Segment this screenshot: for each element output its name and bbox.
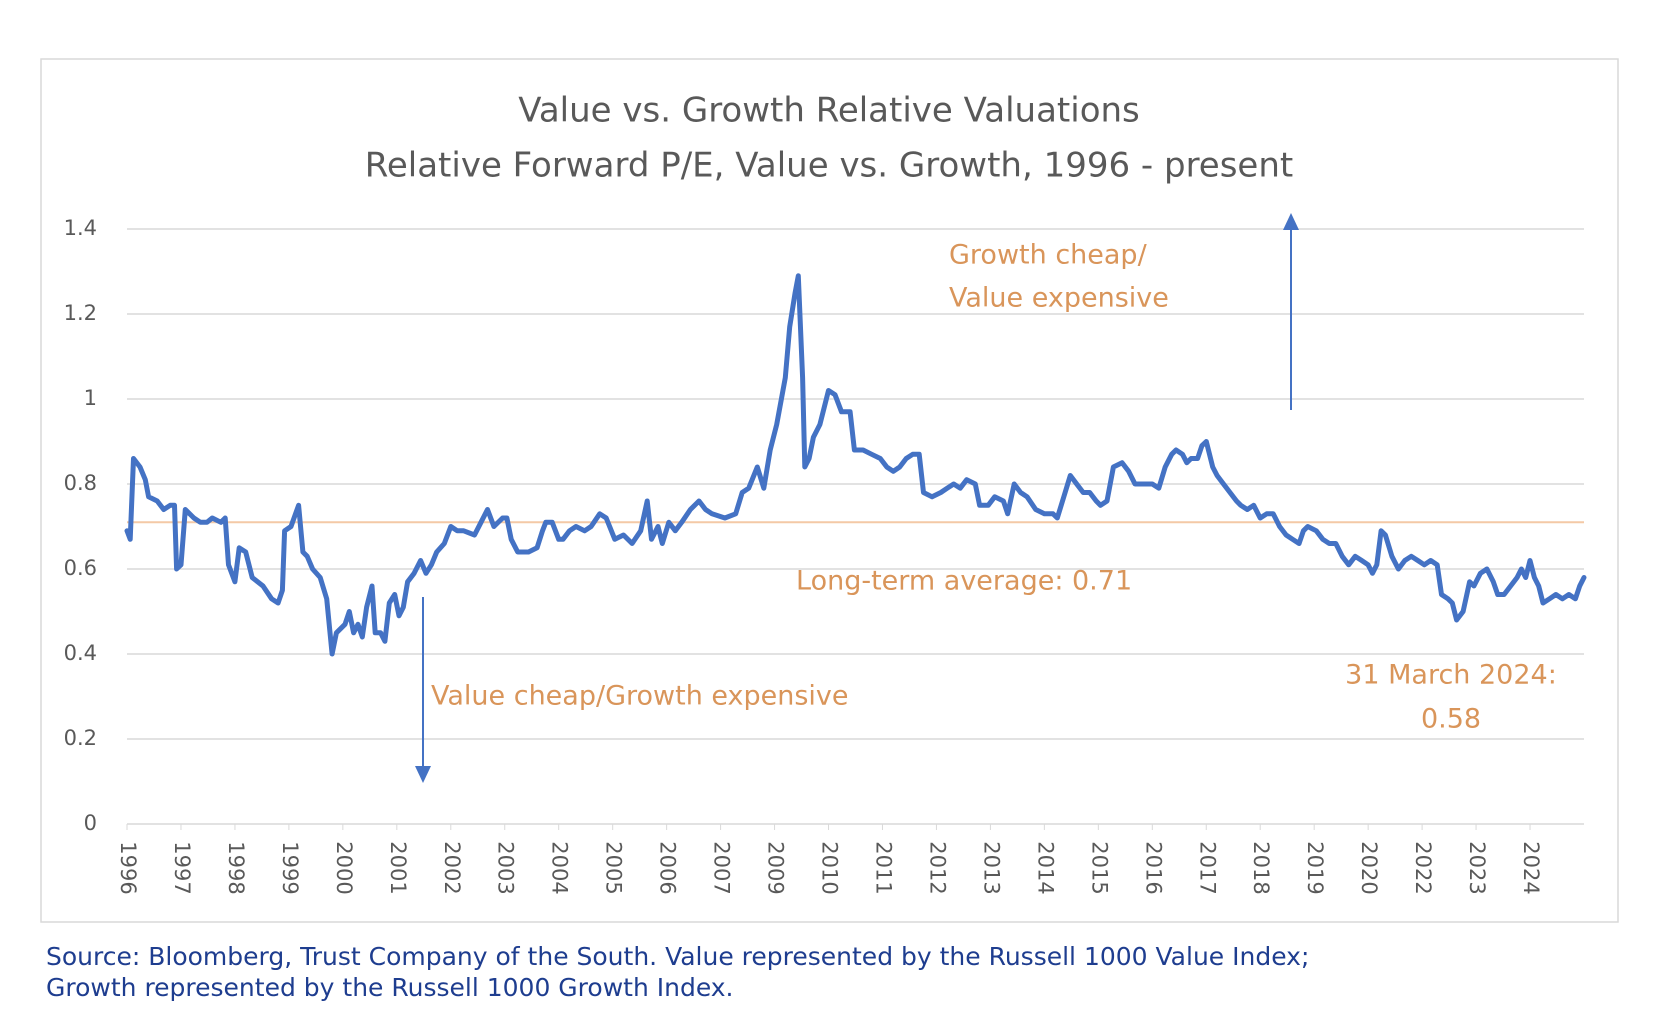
x-tick-label: 2017 — [1195, 841, 1219, 894]
annotation: 0.58 — [1421, 704, 1481, 735]
annotation: Value expensive — [949, 283, 1169, 314]
x-tick-label: 2022 — [1411, 841, 1435, 894]
down-arrow-head — [415, 766, 431, 783]
x-tick-label: 2003 — [494, 841, 518, 894]
axes: 0 0.2 0.4 0.6 0.8 1 1.2 1.4 1996 1997 1998 1999 2000… — [64, 216, 1543, 895]
source-line: Source: Bloomberg, Trust Company of the … — [46, 942, 1310, 971]
x-tick-label: 2023 — [1465, 841, 1489, 894]
x-tick-label: 2010 — [818, 841, 842, 894]
x-tick-label: 2012 — [925, 841, 949, 894]
x-tick-label: 1998 — [224, 841, 248, 894]
chart-frame — [40, 58, 1619, 923]
y-tick-label: 0.8 — [64, 471, 97, 495]
x-tick-label: 2020 — [1357, 841, 1381, 894]
x-tick-label: 2007 — [710, 841, 734, 894]
grid — [127, 228, 1584, 825]
x-tick-label: 1997 — [170, 841, 194, 894]
y-tick-label: 1.4 — [64, 216, 97, 240]
y-tick-label: 0.2 — [64, 726, 97, 750]
x-tick-label: 2004 — [548, 841, 572, 894]
x-tick-label: 2001 — [386, 841, 410, 894]
x-tick-label: 2014 — [1033, 841, 1057, 894]
chart: Value vs. Growth Relative Valuations Rel… — [40, 58, 1619, 923]
annotation: Long-term average: 0.71 — [796, 566, 1132, 597]
x-tick-label: 1996 — [116, 841, 140, 894]
y-tick-label: 0.6 — [64, 556, 97, 580]
y-tick-label: 0 — [84, 811, 97, 835]
x-tick-label: 2005 — [602, 841, 626, 894]
y-tick-label: 1 — [84, 386, 97, 410]
annotation: 31 March 2024: — [1345, 660, 1557, 691]
annotation: Value cheap/Growth expensive — [431, 681, 849, 712]
x-tick-label: 2006 — [656, 841, 680, 894]
chart-subtitle: Relative Forward P/E, Value vs. Growth, … — [365, 146, 1293, 186]
x-tick-label: 2011 — [871, 841, 895, 894]
annotations: Growth cheap/Value expensive Long-term av… — [415, 213, 1557, 783]
x-tick-label: 2013 — [979, 841, 1003, 894]
y-tick-label: 0.4 — [64, 641, 97, 665]
y-tick-label: 1.2 — [64, 301, 97, 325]
series-line — [124, 273, 1587, 657]
chart-title: Value vs. Growth Relative Valuations — [518, 91, 1140, 131]
x-tick-label: 1999 — [278, 841, 302, 894]
x-tick-label: 2000 — [332, 841, 356, 894]
source-line: Growth represented by the Russell 1000 G… — [46, 973, 734, 1002]
x-tick-label: 2018 — [1249, 841, 1273, 894]
x-tick-label: 2019 — [1303, 841, 1327, 894]
x-tick-label: 2015 — [1087, 841, 1111, 894]
up-arrow-head — [1283, 213, 1299, 230]
x-tick-label: 2002 — [440, 841, 464, 894]
annotation: Growth cheap/ — [949, 240, 1148, 271]
x-tick-label: 2016 — [1141, 841, 1165, 894]
marks — [124, 273, 1587, 657]
x-tick-label: 2024 — [1519, 841, 1543, 894]
x-tick-label: 2009 — [764, 841, 788, 894]
